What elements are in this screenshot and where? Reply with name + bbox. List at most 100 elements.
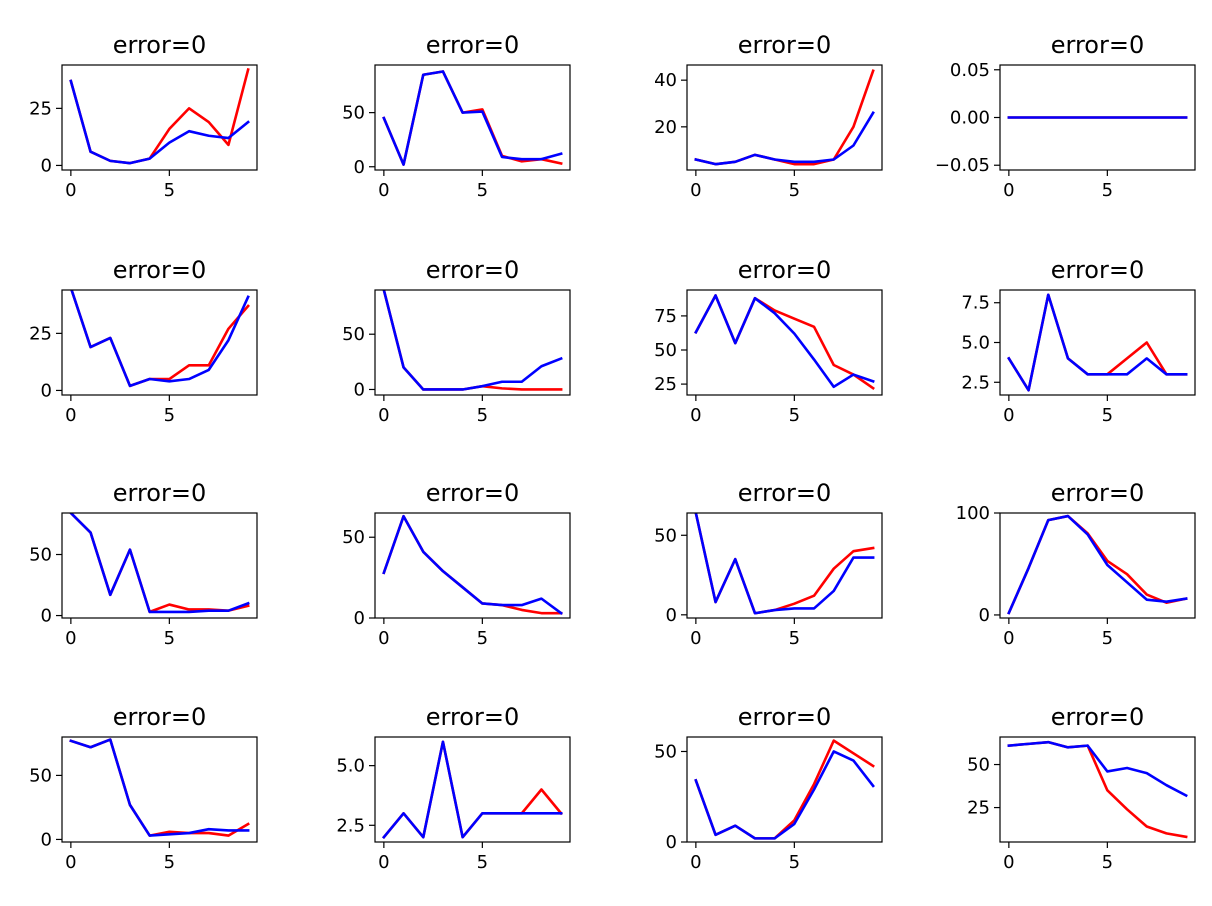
axes-frame [999,512,1196,619]
y-tick-label: 0 [666,832,677,853]
subplot-16: error=0 0 5 25 50 [967,703,1196,873]
y-tick-label: 2.5 [336,815,365,836]
axes-frame [374,736,571,843]
y-tick-label: 0 [354,608,365,629]
subplot-5: error=0 0 5 0 25 [29,256,258,426]
y-tick-label: 25 [967,798,990,819]
x-tick-label: 0 [65,628,76,649]
x-tick-label: 0 [378,180,389,201]
subplot-title: error=0 [113,256,206,284]
y-tick-label: 50 [29,765,52,786]
x-tick-label: 0 [690,852,701,873]
y-tick-label: 40 [654,70,677,91]
axes-frame [61,64,258,171]
y-tick-label: 50 [29,545,52,566]
y-tick-label: 50 [654,741,677,762]
blue-series-line [70,290,250,388]
x-tick-label: 0 [1003,180,1014,201]
red-series-line [1007,740,1188,839]
red-series-line [69,513,250,614]
x-tick-label: 5 [477,180,488,201]
x-tick-label: 0 [65,405,76,426]
x-tick-label: 0 [690,180,701,201]
y-tick-label: 75 [654,306,677,327]
subplot-7: error=0 0 5 25 50 75 [654,256,883,426]
y-tick-label: −0.05 [935,155,990,176]
y-tick-label: 25 [29,98,52,119]
x-tick-label: 0 [1003,852,1014,873]
x-tick-label: 5 [1102,852,1113,873]
y-tick-label: 0 [354,379,365,400]
x-tick-label: 5 [1102,180,1113,201]
x-tick-label: 0 [1003,628,1014,649]
x-tick-label: 5 [164,852,175,873]
subplot-title: error=0 [1051,256,1144,284]
subplot-title: error=0 [738,256,831,284]
y-tick-label: 25 [29,323,52,344]
blue-series-line [382,740,563,840]
subplot-title: error=0 [113,703,206,731]
red-series-line [1007,293,1188,392]
x-tick-label: 5 [164,628,175,649]
subplot-title: error=0 [1051,703,1144,731]
x-tick-label: 5 [477,852,488,873]
subplot-title: error=0 [738,479,831,507]
blue-series-line [694,294,875,389]
blue-series-line [69,738,250,837]
x-tick-label: 0 [690,405,701,426]
subplot-title: error=0 [1051,479,1144,507]
red-series-line [1007,514,1188,615]
y-tick-label: 5.0 [961,333,990,354]
y-tick-label: 0 [666,605,677,626]
y-tick-label: 0.00 [950,108,990,129]
red-series-line [694,513,875,615]
x-tick-label: 5 [477,405,488,426]
subplot-8: error=0 0 5 2.5 5.0 7.5 [961,256,1196,426]
blue-series-line [694,750,875,840]
subplot-title: error=0 [113,479,206,507]
y-tick-label: 50 [654,525,677,546]
y-tick-label: 20 [654,117,677,138]
subplot-title: error=0 [426,703,519,731]
x-tick-label: 5 [164,405,175,426]
blue-series-line [69,79,250,165]
axes-frame [374,64,571,171]
y-tick-label: 0 [41,155,52,176]
subplot-title: error=0 [426,479,519,507]
y-tick-label: 50 [342,103,365,124]
x-tick-label: 0 [378,405,389,426]
blue-series-line [694,513,875,615]
y-tick-label: 0 [979,605,990,626]
axes-frame [686,289,883,396]
blue-series-line [69,513,250,614]
y-tick-label: 50 [654,340,677,361]
blue-series-line [382,70,563,166]
axes-frame [999,289,1196,396]
x-tick-label: 0 [1003,405,1014,426]
axes-frame [686,736,883,843]
blue-series-line [382,514,563,615]
axes-frame [61,289,258,396]
axes-frame [999,736,1196,843]
x-tick-label: 5 [164,180,175,201]
x-tick-label: 5 [477,628,488,649]
subplot-title: error=0 [426,31,519,59]
red-series-line [694,739,875,840]
y-tick-label: 0 [354,157,365,178]
x-tick-label: 0 [65,180,76,201]
subplot-title: error=0 [738,31,831,59]
x-tick-label: 5 [1102,405,1113,426]
x-tick-label: 0 [65,852,76,873]
red-series-line [69,738,250,837]
subplot-3: error=0 0 5 20 40 [654,31,883,201]
red-series-line [382,70,563,166]
axes-frame [61,736,258,843]
